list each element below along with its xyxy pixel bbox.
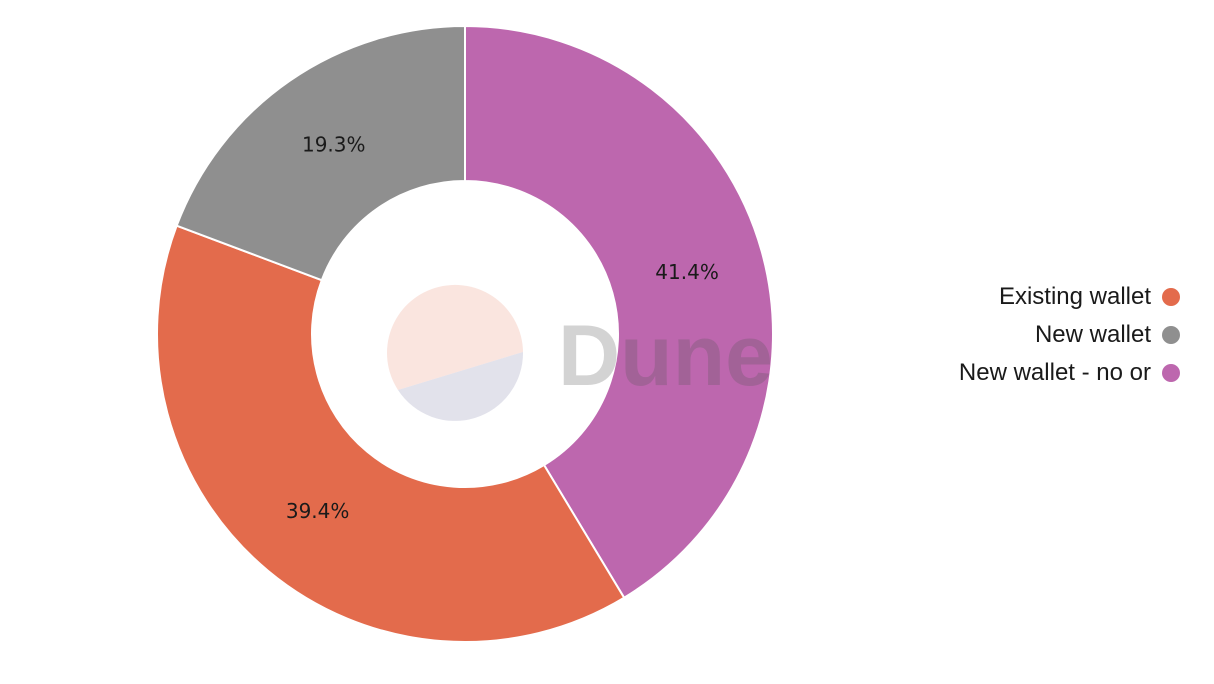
slice-new-wallet-no-or[interactable] [464,24,774,600]
watermark-text: Dune [558,308,773,404]
legend-label: New wallet - no or [958,359,1151,386]
slice-value-label: 19.3% [302,133,366,157]
legend-item[interactable]: Existing wallet [999,278,1180,316]
watermark-logo-bottom [398,352,524,421]
legend-label: New wallet [1034,321,1151,348]
legend-label: Existing wallet [998,283,1151,310]
watermark-logo-top [387,284,523,390]
slice-new-wallet[interactable] [175,24,466,282]
chart-legend: Existing wallet New wallet New wallet - no… [959,278,1180,392]
dune-watermark-logo: Dune [387,284,773,421]
slice-existing-wallet[interactable] [156,224,626,643]
legend-item[interactable]: New wallet - no or [959,354,1180,392]
legend-color-dot-icon [1162,288,1180,306]
legend-color-dot-icon [1162,326,1180,344]
legend-item[interactable]: New wallet [1035,316,1180,354]
slice-value-label: 41.4% [655,260,719,284]
legend-color-dot-icon [1162,364,1180,382]
slice-value-label: 39.4% [286,499,350,523]
